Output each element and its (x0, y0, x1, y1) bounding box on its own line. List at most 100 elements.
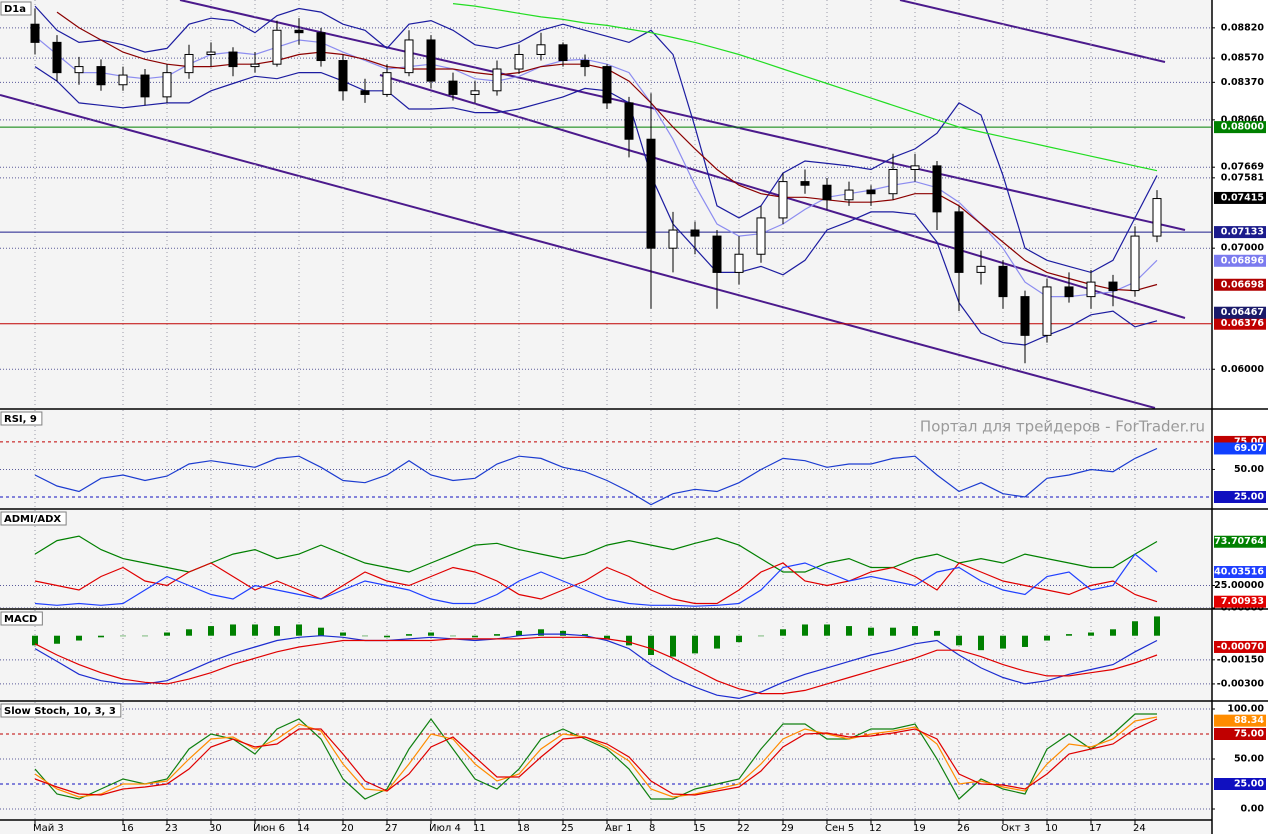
candle-body (536, 44, 546, 55)
price-marker-label: 7.00933 (1221, 596, 1264, 607)
histogram-bar (142, 635, 148, 637)
level-label-box (1214, 121, 1266, 134)
histogram-bar (1022, 635, 1028, 647)
series-line (34, 713, 1157, 800)
x-tick-label: 22 (737, 823, 750, 834)
price-marker-label: 88.34 (1234, 715, 1264, 726)
series-line (34, 447, 1158, 506)
x-tick-label: 29 (781, 823, 794, 834)
histogram-bar (604, 635, 610, 639)
x-tick-label: 26 (957, 823, 970, 834)
histogram-bar (208, 626, 214, 636)
candle-body (514, 53, 524, 70)
x-tick-label: 14 (297, 823, 310, 834)
trend-channel (179, 0, 1186, 231)
y-tick-label: 0.08060 (1221, 114, 1265, 125)
price-marker-box (1214, 714, 1266, 727)
price-marker-label: 69.07 (1234, 443, 1264, 454)
candle-body (206, 51, 216, 55)
candle-body (822, 184, 832, 201)
level-label: 0.07133 (1221, 227, 1264, 238)
histogram-bar (758, 635, 764, 637)
candle-body (250, 63, 260, 68)
x-tick-label: 19 (913, 823, 926, 834)
price-marker-label: -0.00070 (1217, 641, 1265, 652)
histogram-bar (186, 629, 192, 636)
candle-body (448, 80, 458, 95)
histogram-bar (1132, 621, 1138, 636)
price-marker-label: 0.06896 (1221, 255, 1265, 266)
histogram-bar (780, 629, 786, 636)
histogram-bar (274, 626, 280, 636)
series-line (34, 535, 1158, 573)
histogram-bar (318, 627, 324, 636)
candle-body (1020, 296, 1030, 336)
x-tick-label: Сен 5 (825, 823, 854, 834)
histogram-bar (340, 632, 346, 636)
candle-body (756, 217, 766, 255)
series-line (34, 562, 1158, 605)
price-marker-box (1214, 535, 1266, 548)
panel (0, 510, 1212, 608)
series-line (34, 636, 1158, 695)
histogram-bar (54, 635, 60, 644)
candle-body (30, 23, 40, 43)
candle-body (734, 253, 744, 273)
overlay-line (34, 66, 1158, 346)
x-tick-label: 24 (1133, 823, 1146, 834)
histogram-bar (538, 629, 544, 636)
candle-body (316, 32, 326, 62)
candle-body (426, 39, 436, 82)
histogram-bar (384, 635, 390, 638)
title-box (0, 411, 43, 426)
candle-body (624, 102, 634, 140)
trend-channel (0, 94, 1156, 409)
x-tick-label: 18 (517, 823, 530, 834)
histogram-bar (890, 627, 896, 636)
level-label-box (1214, 226, 1266, 239)
x-tick-label: 10 (1045, 823, 1058, 834)
x-tick-label: 20 (341, 823, 354, 834)
histogram-bar (1000, 635, 1006, 649)
histogram-bar (1044, 635, 1050, 641)
y-tick-label: 50.00 (1234, 464, 1264, 475)
overlay-line (452, 3, 1158, 172)
candle-body (74, 66, 84, 74)
y-tick-label: 0.00 (1241, 804, 1265, 815)
level-label-box (1214, 778, 1266, 790)
histogram-bar (560, 630, 566, 636)
level-label: 0.06376 (1221, 318, 1265, 329)
date-axis-background (0, 820, 1212, 834)
title-box (0, 703, 122, 718)
candle-body (118, 74, 128, 86)
histogram-bar (648, 635, 654, 655)
y-tick-label: 100.00 (1227, 704, 1264, 715)
plot-background (0, 0, 1212, 820)
y-tick-label: 25.00000 (1214, 580, 1264, 591)
candle-body (162, 72, 172, 98)
histogram-bar (1154, 616, 1160, 636)
y-tick-label: 0.06000 (1221, 364, 1265, 375)
x-tick-label: 8 (649, 823, 655, 834)
price-marker-box (1214, 254, 1266, 267)
histogram-bar (120, 635, 126, 637)
x-tick-label: Июл 4 (429, 823, 461, 834)
x-tick-label: 30 (209, 823, 222, 834)
candle-body (580, 60, 590, 68)
candle-body (404, 39, 414, 74)
trend-channel (899, 0, 1166, 63)
x-tick-label: 25 (561, 823, 574, 834)
histogram-bar (868, 627, 874, 636)
histogram-bar (32, 635, 38, 646)
histogram-bar (824, 624, 830, 636)
candle-body (712, 235, 722, 273)
candle-body (338, 60, 348, 92)
candle-body (844, 189, 854, 201)
candle-body (1042, 286, 1052, 336)
candle-body (470, 90, 480, 95)
candle-body (690, 229, 700, 237)
candle-body (998, 265, 1008, 298)
price-marker-box (1214, 442, 1266, 455)
x-tick-label: 27 (385, 823, 398, 834)
